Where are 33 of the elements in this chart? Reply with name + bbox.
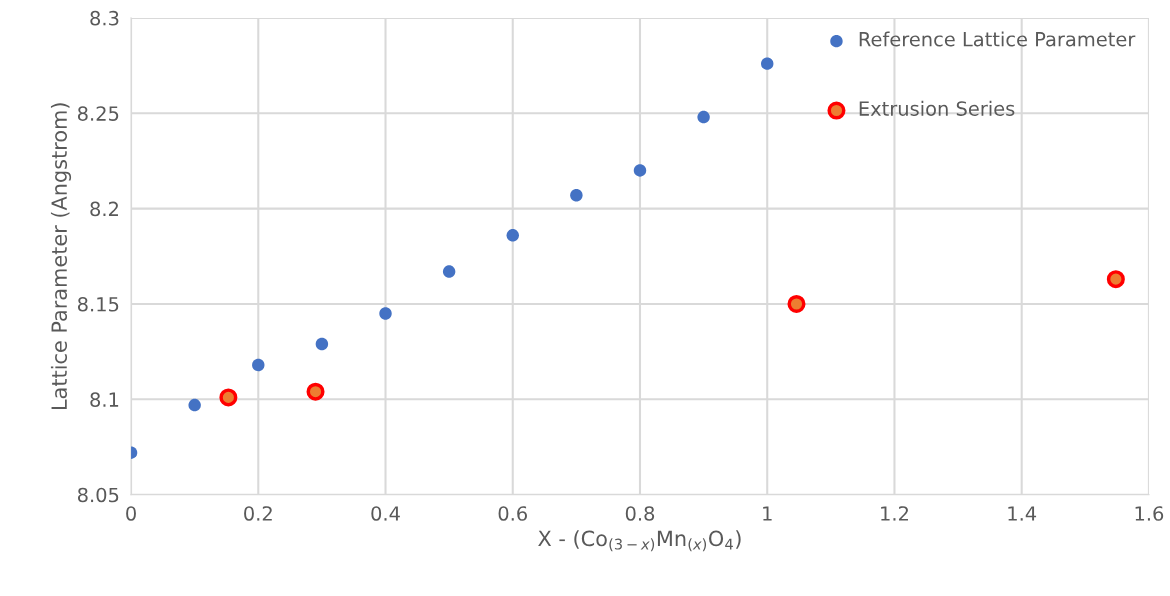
x-tick-label: 1.2 [881,506,908,521]
point [306,382,325,401]
point [442,265,456,278]
point [1106,270,1125,289]
y-tick-label: 8.3 [90,10,119,26]
y-axis-title: Lattice Parameter (Angstrom) [50,103,72,409]
y-tick-label: 8.1 [90,392,119,407]
point [633,164,647,177]
x-tick-label: 1.6 [1135,506,1164,521]
y-tick-label: 8.25 [77,106,119,121]
point [787,294,806,313]
point [570,189,583,202]
x-tick-label: 0.8 [625,506,655,521]
point [379,307,392,320]
point [761,57,774,70]
point [315,337,329,351]
y-tick-label: 8.05 [77,487,119,503]
point [697,110,710,124]
x-tick-label: 1.4 [1008,506,1037,521]
point [219,388,238,407]
legend-label: Extrusion Series [859,100,1015,116]
point [188,398,201,412]
y-tick-label: 8.15 [77,296,119,312]
point [252,358,265,372]
legend-label: Reference Lattice Parameter [859,31,1136,47]
x-tick-label: 1 [763,506,772,521]
x-tick-label: 0 [126,506,136,521]
x-tick-label: 0.2 [244,506,272,521]
point [506,229,519,242]
x-axis-title: X - (Co$_{(3−x)}$Mn$_{(x)}$O$_{4}$) [538,530,741,552]
x-tick-label: 0.6 [498,506,527,521]
y-tick-label: 8.2 [90,201,118,217]
x-tick-label: 0.4 [371,506,400,521]
